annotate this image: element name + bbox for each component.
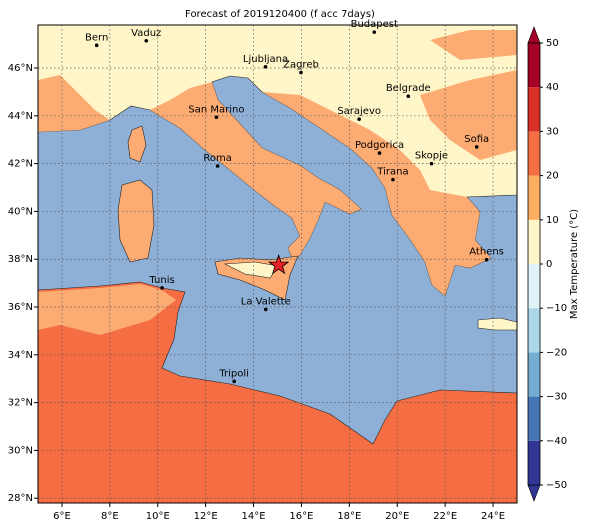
city-label: Roma [203,153,232,164]
city-dot [263,65,268,69]
city-dot [214,115,219,120]
colorbar-tick-label: 50 [546,38,559,49]
city-dot [474,145,479,149]
colorbar-segment [528,308,540,353]
city-dot [391,177,395,182]
city-label: Zagreb [283,60,319,71]
city-dot [144,38,149,43]
city-dot [232,379,236,384]
lon-tick-label: 20°E [385,511,409,522]
colorbar-segment [528,264,540,309]
city-label: Skopje [415,151,448,162]
city-label: Sofia [464,134,489,145]
city-label: Vaduz [131,28,161,39]
city-label: San Marino [188,104,244,115]
sardinia [117,179,155,263]
colorbar-tick-label: −40 [546,436,567,447]
colorbar-segment [528,175,540,220]
colorbar-segment [528,352,540,397]
city-label: Bern [85,32,108,43]
city-label: Sarajevo [337,106,381,117]
city-dot [215,164,220,168]
lon-tick-label: 6°E [53,511,71,522]
city-dot [94,43,99,48]
lat-tick-label: 32°N [8,398,33,409]
location-marker [268,253,290,275]
colorbar-segment [528,43,540,88]
colorbar-segment [528,131,540,176]
city-label: Ljubljana [243,54,288,65]
lat-tick-label: 42°N [8,159,33,170]
colorbar-tick-label: −20 [546,347,567,358]
warm-region [150,82,361,262]
city-dot [429,161,434,166]
lon-tick-label: 8°E [101,511,119,522]
corsica [127,125,147,163]
colorbar-tick-label: −10 [546,303,567,314]
colorbar-tick-label: 10 [546,215,559,226]
lat-tick-label: 44°N [8,111,33,122]
lon-tick-label: 22°E [433,511,457,522]
colorbar-segment [528,219,540,264]
city-label: Tunis [148,275,174,286]
map-frame [37,24,518,504]
lat-tick-label: 34°N [8,350,33,361]
warm-region [38,30,517,160]
lon-tick-label: 16°E [289,511,313,522]
lon-tick-label: 24°E [481,511,505,522]
map-area [38,25,517,503]
warm-region [38,284,176,335]
colorbar-tick-label: 30 [546,126,559,137]
lat-tick-label: 46°N [8,63,33,74]
lon-tick-label: 10°E [146,511,170,522]
lat-tick-label: 30°N [8,445,33,456]
lat-tick-label: 36°N [8,302,33,313]
lon-tick-label: 18°E [337,511,361,522]
colorbar-tick-label: 20 [546,171,559,182]
colorbar-tick-label: −50 [546,480,567,491]
lon-tick-label: 14°E [242,511,266,522]
city-label: Tirana [376,167,408,178]
colorbar-tick-label: 40 [546,82,559,93]
city-dot [372,30,377,34]
colorbar-segment [528,440,540,485]
colorbar-label: Max Temperature (°C) [569,209,580,319]
colorbar-extend [527,484,541,502]
warm-region [262,92,491,296]
lat-tick-label: 38°N [8,254,33,265]
city-label: Athens [469,247,504,258]
title: Forecast of 2019120400 (f acc 7days) [185,9,375,20]
city-label: La Valette [241,296,291,307]
colorbar-segment [528,396,540,441]
city-label: Tripoli [218,368,249,379]
city-dot [357,117,361,121]
colorbar-segment [528,87,540,132]
lat-tick-label: 28°N [8,493,33,504]
city-label: Budapest [351,19,398,30]
city-dot [263,307,268,312]
city-label: Podgorica [355,140,404,151]
city-dot [377,151,382,155]
colorbar-tick-label: −30 [546,392,567,403]
lon-tick-label: 12°E [194,511,218,522]
colorbar-extend [527,26,541,44]
colorbar-tick-label: 0 [546,259,552,270]
city-dot [160,286,164,290]
crete [477,317,517,331]
city-dot [299,70,303,75]
city-dot [406,94,411,99]
city-dot [484,257,489,262]
lat-tick-label: 40°N [8,206,33,217]
city-label: Belgrade [386,83,431,94]
